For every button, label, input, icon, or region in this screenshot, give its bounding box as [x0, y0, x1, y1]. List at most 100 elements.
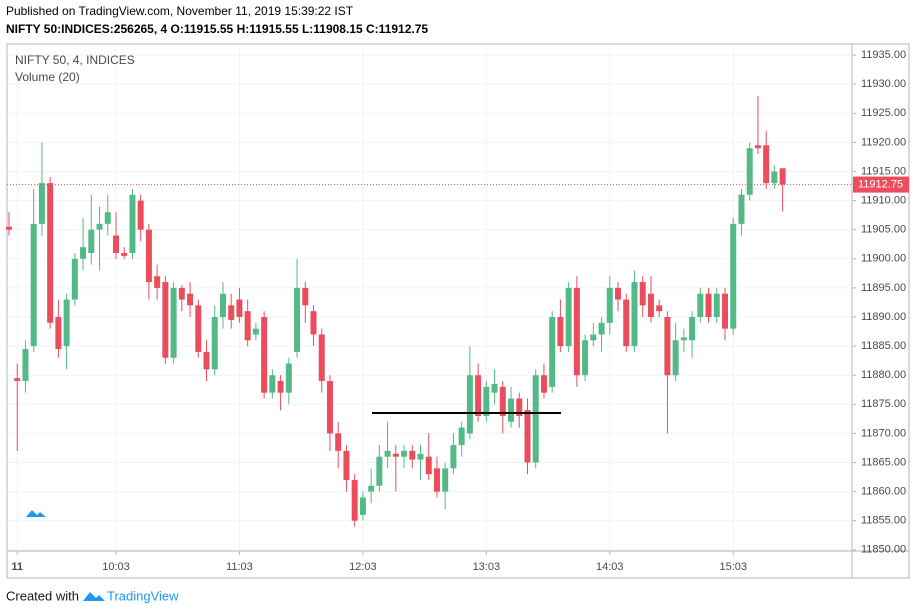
candle-body: [631, 282, 638, 347]
y-tick-label: 11870.00: [861, 427, 906, 439]
y-tick-label: 11895.00: [861, 282, 906, 294]
candle-body: [211, 317, 218, 370]
y-tick-label: 11905.00: [861, 224, 906, 236]
x-tick-label: 11:03: [226, 561, 253, 573]
candle-body: [154, 276, 161, 288]
candle-body: [409, 450, 416, 460]
x-tick-label: 14:03: [596, 561, 624, 573]
candle-body: [219, 293, 226, 317]
candle-body: [779, 168, 786, 185]
candle-body: [425, 456, 432, 475]
candle-body: [606, 287, 613, 323]
candle-body: [112, 235, 119, 253]
candle-body: [466, 375, 473, 434]
candle-body: [6, 226, 12, 230]
y-tick-label: 11885.00: [861, 340, 906, 352]
y-tick-label: 11925.00: [861, 107, 906, 119]
candle-body: [269, 375, 276, 393]
candle-body: [145, 229, 152, 283]
x-tick-label: 13:03: [473, 561, 501, 573]
candles: [6, 95, 852, 527]
candle-body: [359, 497, 366, 515]
candle-body: [623, 299, 630, 347]
x-tick-label: 11: [11, 561, 23, 573]
y-tick-label: 11875.00: [861, 398, 906, 410]
candle-body: [491, 383, 498, 393]
candle-body: [203, 351, 210, 370]
y-tick-label: 11900.00: [861, 253, 906, 265]
candle-body: [392, 453, 399, 457]
candle-body: [582, 340, 589, 376]
candle-body: [475, 375, 482, 416]
y-tick-label: 11930.00: [861, 78, 906, 90]
candle-body: [63, 299, 70, 347]
symbol-line: NIFTY 50:INDICES:256265, 4 O:11915.55 H:…: [6, 22, 428, 36]
chart-frame: [6, 43, 910, 579]
y-tick-label: 11855.00: [861, 515, 906, 527]
y-tick-label: 11865.00: [861, 456, 906, 468]
footer-created: Created with: [6, 588, 79, 603]
candle-body: [368, 485, 375, 492]
x-tick-label: 15:03: [719, 561, 747, 573]
candle-body: [30, 223, 37, 347]
candle-body: [573, 287, 580, 376]
candle-body: [244, 311, 251, 341]
candle-body: [738, 194, 745, 224]
candle-body: [672, 340, 679, 376]
candle-body: [302, 287, 309, 306]
candle-body: [384, 450, 391, 457]
candle-body: [318, 334, 325, 382]
y-tick-label: 11910.00: [861, 194, 906, 206]
x-tick-label: 12:03: [349, 561, 377, 573]
candle-body: [261, 317, 268, 393]
candle-body: [689, 317, 696, 341]
candle-body: [483, 386, 490, 416]
candle-body: [532, 375, 539, 463]
candle-body: [590, 334, 597, 341]
candle-body: [754, 145, 761, 149]
y-tick-label: 11935.00: [861, 49, 906, 61]
candle-body: [137, 200, 144, 230]
y-tick-label: 11915.00: [861, 165, 906, 177]
candle-body: [647, 293, 654, 317]
candle-body: [713, 293, 720, 317]
candle-body: [38, 183, 45, 224]
candle-body: [129, 194, 136, 253]
candle-body: [187, 293, 194, 306]
candle-body: [705, 293, 712, 317]
published-line: Published on TradingView.com, November 1…: [6, 4, 354, 18]
candle-body: [540, 375, 547, 393]
last-price-label: 11912.75: [858, 178, 903, 190]
candle-body: [401, 450, 408, 457]
candle-body: [433, 468, 440, 492]
candle-body: [730, 223, 737, 329]
candle-body: [565, 287, 572, 347]
candle-body: [664, 317, 671, 376]
candle-body: [598, 322, 605, 335]
candle-body: [516, 398, 523, 416]
candle-body: [22, 349, 29, 382]
candle-body: [162, 282, 169, 358]
footer-brand: TradingView: [107, 588, 179, 603]
candle-body: [639, 282, 646, 306]
candle-body: [351, 479, 358, 521]
last-price-badge: [853, 176, 909, 193]
candle-body: [656, 305, 663, 312]
y-tick-label: 11860.00: [861, 486, 906, 498]
candle-body: [376, 456, 383, 486]
candle-body: [96, 223, 103, 230]
candle-body: [80, 247, 87, 259]
candle-body: [697, 293, 704, 317]
candle-body: [458, 427, 465, 446]
candle-body: [88, 229, 95, 253]
y-tick-label: 11920.00: [861, 136, 906, 148]
candle-body: [557, 317, 564, 347]
candle-body: [722, 293, 729, 329]
candle-body: [763, 145, 770, 184]
candle-body: [252, 328, 259, 335]
candle-body: [55, 317, 62, 350]
candle-body: [294, 287, 301, 352]
candle-body: [195, 305, 202, 352]
candle-body: [228, 305, 235, 320]
